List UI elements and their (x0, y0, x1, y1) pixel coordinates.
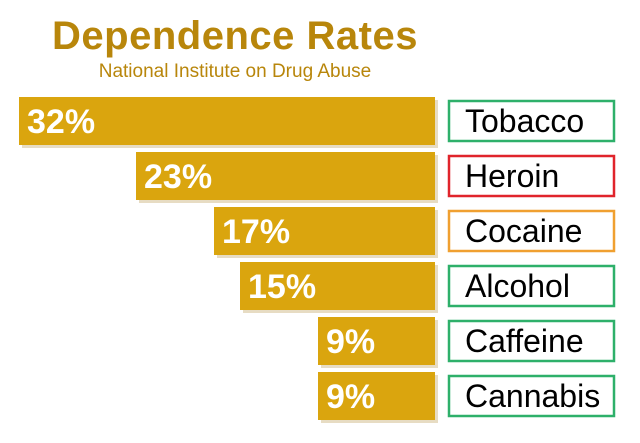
chart-title: Dependence Rates (52, 14, 418, 58)
value-label-heroin: 23% (144, 158, 212, 196)
bar-cannabis (318, 372, 435, 420)
value-label-cannabis: 9% (326, 378, 375, 416)
chart-subtitle: National Institute on Drug Abuse (98, 61, 372, 82)
value-label-caffeine: 9% (326, 323, 375, 361)
bar-alcohol (240, 262, 435, 310)
value-label-alcohol: 15% (248, 268, 316, 306)
category-box-caffeine (447, 319, 616, 363)
category-box-cocaine (447, 209, 616, 253)
category-label-alcohol: Alcohol (465, 268, 570, 304)
category-label-cannabis: Cannabis (465, 378, 600, 414)
category-box-alcohol (447, 264, 616, 308)
value-label-tobacco: 32% (27, 103, 95, 141)
category-box-tobacco (447, 99, 616, 143)
bar-heroin (136, 152, 435, 200)
bar-tobacco (19, 97, 435, 145)
category-label-cocaine: Cocaine (465, 213, 582, 249)
bar-cocaine (214, 207, 435, 255)
category-label-heroin: Heroin (465, 158, 559, 194)
category-box-heroin (447, 154, 616, 198)
bar-caffeine (318, 317, 435, 365)
category-label-caffeine: Caffeine (465, 323, 584, 359)
value-label-cocaine: 17% (222, 213, 290, 251)
category-box-cannabis (447, 374, 616, 418)
category-label-tobacco: Tobacco (465, 103, 584, 139)
